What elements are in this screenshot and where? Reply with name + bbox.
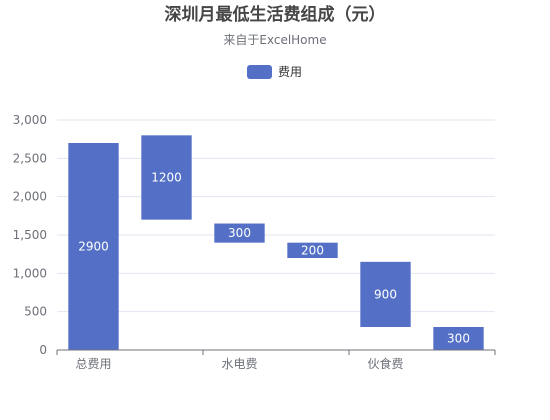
y-tick-label: 500 [24, 305, 47, 319]
legend-label[interactable]: 费用 [278, 65, 302, 79]
bar[interactable] [360, 261, 411, 327]
bars[interactable] [68, 135, 484, 350]
chart-title: 深圳月最低生活费组成（元） [165, 4, 386, 25]
grid-lines [57, 119, 495, 313]
bar[interactable] [433, 327, 484, 350]
x-tick-label: 水电费 [221, 357, 257, 371]
bar-value-label: 2900 [78, 240, 109, 254]
bar-value-label: 200 [301, 243, 324, 257]
y-tick-label: 0 [39, 343, 47, 357]
y-axis: 0 500 1,000 1,500 2,000 2,500 3,000 [13, 113, 47, 357]
bar-labels: 2900 1200 300 200 900 300 [78, 171, 470, 346]
x-axis: 总费用 水电费 伙食费 [56, 349, 496, 371]
y-tick-label: 1,000 [13, 266, 47, 280]
bar[interactable] [141, 135, 192, 220]
legend-swatch[interactable] [247, 65, 272, 79]
bar[interactable] [68, 143, 119, 350]
x-tick-label: 总费用 [75, 357, 111, 371]
y-tick-label: 3,000 [13, 113, 47, 127]
y-tick-label: 2,500 [13, 151, 47, 165]
chart-subtitle: 来自于ExcelHome [223, 33, 326, 47]
bar-value-label: 300 [228, 226, 251, 240]
bar-value-label: 900 [374, 287, 397, 301]
bar[interactable] [287, 242, 338, 258]
bar[interactable] [214, 223, 265, 243]
bar-value-label: 300 [447, 332, 470, 346]
y-tick-label: 1,500 [13, 228, 47, 242]
bar-value-label: 1200 [151, 171, 182, 185]
legend[interactable]: 费用 [247, 65, 302, 79]
x-tick-label: 伙食费 [367, 356, 403, 371]
y-tick-label: 2,000 [13, 190, 47, 204]
